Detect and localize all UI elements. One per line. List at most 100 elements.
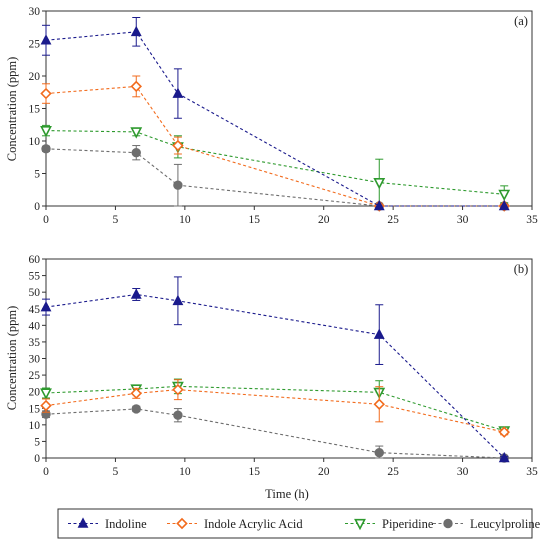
y-tick-label: 20	[29, 387, 41, 399]
data-point	[130, 127, 143, 139]
x-tick-label: 15	[249, 214, 261, 226]
legend-label: Indoline	[105, 517, 147, 531]
data-point	[40, 301, 52, 312]
y-tick-label: 10	[29, 420, 41, 432]
y-tick-label: 20	[29, 71, 41, 83]
data-point	[131, 148, 141, 158]
data-point	[373, 199, 385, 211]
series-line	[45, 385, 505, 432]
y-tick-label: 35	[29, 337, 41, 349]
series-line	[45, 31, 505, 207]
x-tick-label: 10	[179, 466, 191, 478]
y-tick-label: 40	[29, 320, 41, 332]
x-axis-title: Time (h)	[265, 487, 309, 501]
x-tick-label: 5	[113, 214, 119, 226]
x-tick-label: 30	[457, 466, 469, 478]
legend-entry-leucylproline: Leucylproline	[433, 517, 541, 531]
data-point	[40, 388, 52, 400]
data-point	[498, 199, 510, 211]
panel-b: 0 5 10 15 20 25 30 35 40 45 50 55 60 0 5 10 15 20 25 30 35 Co…	[5, 254, 538, 501]
y-tick-label: 5	[34, 436, 40, 448]
y-tick-label: 45	[29, 304, 41, 316]
x-tick-label: 25	[387, 214, 399, 226]
y-axis-title: Concentration (ppm)	[5, 306, 19, 411]
legend-marker	[176, 517, 188, 530]
plot-frame	[45, 258, 533, 459]
series-leucylproline	[41, 144, 509, 211]
data-point	[40, 126, 52, 138]
data-point	[173, 180, 183, 190]
data-point	[374, 447, 384, 458]
legend-marker	[77, 517, 89, 528]
legend: Indoline Indole Acrylic Acid Piperidine Leu…	[57, 508, 541, 539]
y-tick-label: 25	[29, 39, 41, 51]
data-point	[498, 451, 510, 463]
data-point	[498, 426, 510, 438]
series-indoline	[40, 17, 510, 211]
series-line	[45, 130, 505, 195]
x-tick-label: 0	[43, 214, 49, 226]
panel-label: (a)	[514, 14, 528, 28]
series-piperidine	[40, 378, 511, 438]
data-point	[40, 87, 52, 100]
series-piperidine	[40, 124, 511, 207]
data-point	[130, 288, 142, 299]
x-tick-label: 35	[526, 214, 538, 226]
panel-label: (b)	[514, 262, 529, 276]
data-point	[40, 34, 52, 45]
series-indole-acrylic-acid	[40, 75, 510, 212]
y-tick-label: 10	[29, 136, 41, 148]
legend-entry-indole-acrylic-acid: Indole Acrylic Acid	[167, 517, 303, 531]
x-tick-label: 30	[457, 214, 469, 226]
legend-label: Leucylproline	[470, 517, 541, 531]
y-tick-label: 5	[34, 169, 40, 181]
data-point	[130, 387, 142, 400]
data-point	[373, 328, 385, 339]
data-point	[172, 383, 184, 396]
legend-label: Piperidine	[382, 517, 434, 531]
x-tick-label: 20	[318, 466, 330, 478]
y-axis-title: Concentration (ppm)	[5, 57, 19, 162]
y-tick-label: 30	[29, 6, 41, 18]
series-line	[45, 148, 505, 207]
data-point	[373, 178, 386, 190]
legend-marker	[443, 518, 453, 529]
series-indoline	[40, 276, 510, 463]
series-leucylproline	[41, 404, 509, 463]
data-point	[172, 139, 184, 152]
legend-entry-piperidine: Piperidine	[345, 517, 434, 531]
data-point	[498, 189, 511, 202]
legend-box	[57, 508, 533, 539]
y-tick-label: 60	[29, 254, 41, 266]
data-point	[41, 144, 51, 154]
series-indole-acrylic-acid	[40, 379, 510, 438]
x-tick-label: 35	[526, 466, 538, 478]
x-tick-label: 0	[43, 466, 49, 478]
data-point	[40, 399, 52, 412]
plot-frame	[45, 10, 533, 207]
panel-a: 0 5 10 15 20 25 30 0 5 10 15 20 25 30 35 Concentration …	[5, 6, 538, 226]
data-point	[173, 410, 183, 420]
x-tick-label: 25	[387, 466, 399, 478]
data-point	[172, 87, 184, 98]
x-tick-label: 10	[179, 214, 191, 226]
legend-entry-indoline: Indoline	[68, 517, 147, 531]
legend-label: Indole Acrylic Acid	[204, 517, 303, 531]
data-point	[130, 25, 142, 37]
x-tick-label: 15	[249, 466, 261, 478]
y-tick-label: 0	[34, 201, 40, 213]
data-point	[172, 294, 184, 306]
y-tick-label: 50	[29, 287, 41, 299]
data-point	[131, 404, 141, 414]
y-tick-label: 30	[29, 354, 41, 366]
series-line	[45, 85, 505, 207]
y-tick-label: 25	[29, 370, 41, 382]
y-tick-label: 0	[34, 453, 40, 465]
x-tick-label: 20	[318, 214, 330, 226]
data-point	[130, 80, 142, 93]
legend-marker	[354, 518, 366, 531]
series-line	[45, 389, 505, 433]
data-point	[373, 398, 385, 411]
x-tick-label: 5	[113, 466, 119, 478]
